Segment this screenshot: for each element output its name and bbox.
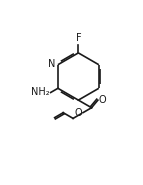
Text: O: O: [74, 108, 82, 118]
Text: O: O: [99, 95, 107, 105]
Text: N: N: [48, 59, 55, 69]
Text: F: F: [76, 33, 81, 43]
Text: NH₂: NH₂: [31, 88, 50, 97]
